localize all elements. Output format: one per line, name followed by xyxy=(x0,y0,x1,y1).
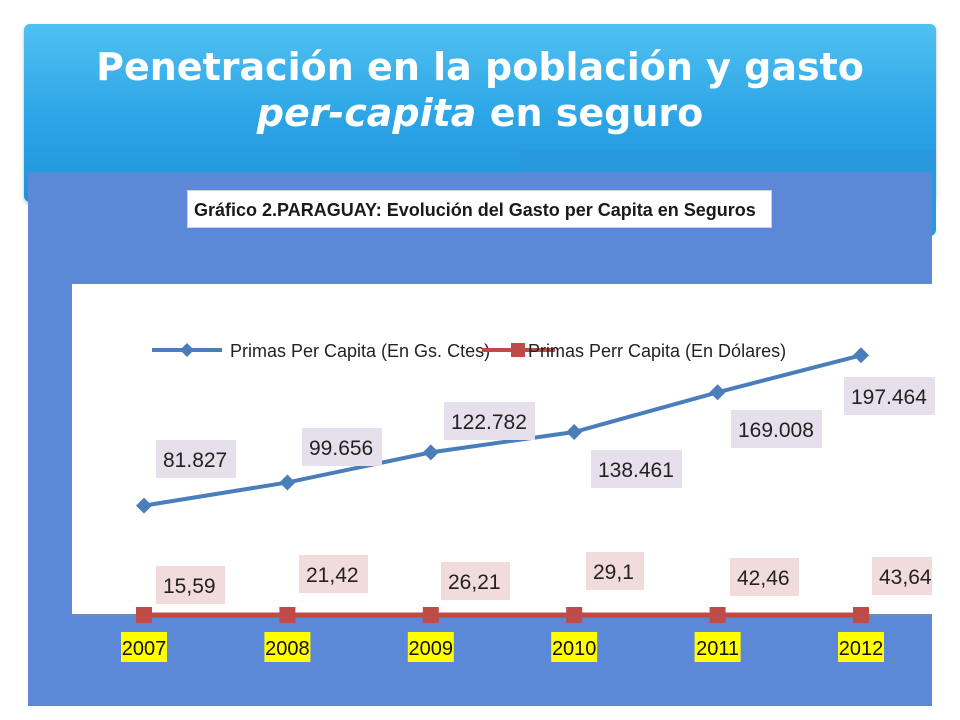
data-label-usd-bg xyxy=(730,558,799,596)
tick-label-bg xyxy=(121,632,167,662)
tick-label-bg xyxy=(407,632,454,662)
data-label-gs-bg xyxy=(302,428,382,466)
data-label-gs-bg xyxy=(844,377,935,415)
data-label-gs-bg xyxy=(591,450,682,488)
series-usd-point xyxy=(566,607,583,623)
x-tick-label: 2007 xyxy=(122,638,167,660)
series-usd-point xyxy=(709,607,726,623)
chart-title: Gráfico 2.PARAGUAY: Evolución del Gasto … xyxy=(187,190,772,228)
series-usd-point xyxy=(136,607,152,623)
series-gs-line xyxy=(143,353,862,508)
series-gs-point xyxy=(279,474,296,491)
series-usd-point xyxy=(853,607,869,623)
slide-title: Penetración en la población y gasto per-… xyxy=(24,44,936,136)
x-tick-label: 2011 xyxy=(696,638,739,660)
data-label-usd-bg xyxy=(156,566,225,604)
legend-label-usd: Primas Perr Capita (En Dólares) xyxy=(528,341,786,361)
data-label-gs: 197.464 xyxy=(851,386,927,409)
x-tick-label: 2012 xyxy=(839,638,884,660)
data-label-gs: 122.782 xyxy=(451,411,527,434)
legend-label-gs: Primas Per Capita (En Gs. Ctes) xyxy=(230,341,490,361)
data-label-usd-bg xyxy=(872,557,932,595)
series-gs-point xyxy=(566,424,583,441)
slide-title-italic: per-capita xyxy=(256,91,477,135)
series-gs-point xyxy=(422,444,439,461)
data-label-usd: 43,64 xyxy=(879,566,932,589)
data-label-gs: 169.008 xyxy=(738,419,814,442)
tick-label-bg xyxy=(838,632,884,662)
slide-title-line1: Penetración en la población y gasto xyxy=(96,45,864,89)
series-usd-point xyxy=(279,607,296,623)
series-gs-point xyxy=(709,384,726,401)
slide-title-line2: per-capita en seguro xyxy=(24,90,936,136)
data-label-usd-bg xyxy=(586,552,644,590)
series-gs-point xyxy=(853,347,869,364)
tick-label-bg xyxy=(551,632,598,662)
data-label-usd-bg xyxy=(299,555,368,593)
data-label-gs: 99.656 xyxy=(309,437,373,460)
series-usd-point xyxy=(422,607,439,623)
data-label-gs-bg xyxy=(731,410,822,448)
data-label-usd: 21,42 xyxy=(306,564,359,587)
x-tick-label: 2008 xyxy=(265,638,310,660)
data-label-gs-bg xyxy=(444,402,535,440)
legend-marker-usd xyxy=(511,343,525,357)
data-label-gs-bg xyxy=(156,440,236,478)
legend-marker-gs xyxy=(180,343,194,357)
x-tick-label: 2009 xyxy=(409,638,454,660)
data-label-usd: 15,59 xyxy=(163,575,216,598)
data-label-usd: 26,21 xyxy=(448,571,501,594)
tick-label-bg xyxy=(264,632,311,662)
data-label-usd: 42,46 xyxy=(737,567,790,590)
series-gs-point xyxy=(136,497,152,514)
data-label-usd: 29,1 xyxy=(593,561,634,584)
data-label-gs: 138.461 xyxy=(598,459,674,482)
data-label-usd-bg xyxy=(441,562,510,600)
tick-label-bg xyxy=(694,632,741,662)
data-label-gs: 81.827 xyxy=(163,449,227,472)
slide-title-rest: en seguro xyxy=(489,91,704,135)
x-tick-label: 2010 xyxy=(552,638,597,660)
